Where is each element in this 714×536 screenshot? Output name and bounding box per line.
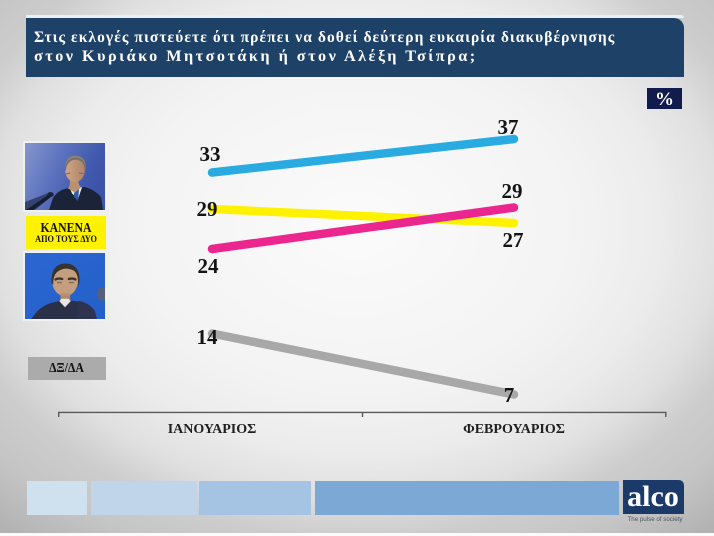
- svg-text:29: 29: [502, 179, 523, 203]
- svg-text:33: 33: [200, 142, 221, 166]
- svg-text:7: 7: [504, 383, 515, 407]
- svg-text:37: 37: [498, 115, 519, 139]
- svg-text:14: 14: [197, 325, 219, 349]
- svg-text:27: 27: [503, 228, 524, 252]
- svg-text:24: 24: [198, 254, 220, 278]
- svg-text:29: 29: [197, 197, 218, 221]
